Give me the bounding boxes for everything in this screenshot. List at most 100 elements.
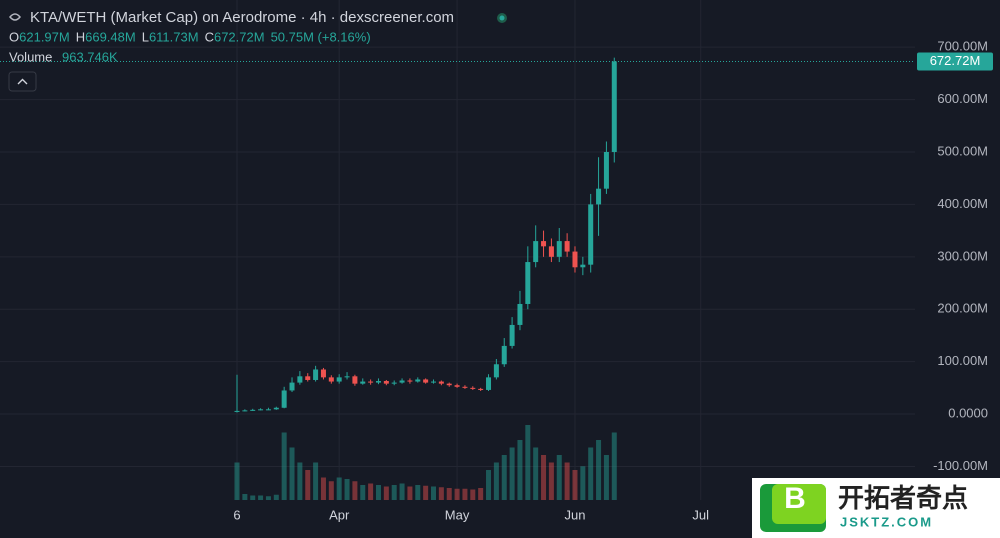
ohlc-legend: O 621.97M H 669.48M L 611.73M C 672.72M 50.75M (…: [9, 29, 371, 44]
candle-body: [391, 382, 397, 384]
x-tick-label: Apr: [329, 507, 350, 522]
volume-bar: [470, 489, 476, 500]
y-tick-label: 100.00M: [937, 353, 988, 368]
x-tick-label: May: [445, 507, 470, 522]
candle-body: [446, 383, 452, 386]
watermark-title: 开拓者奇点: [838, 483, 968, 513]
candle-body: [556, 241, 562, 257]
volume-bar: [509, 447, 515, 500]
volume-bar: [525, 425, 531, 500]
volume-bar: [289, 447, 295, 500]
candle-body: [383, 381, 389, 384]
collapse-button[interactable]: [8, 71, 37, 92]
candle-body: [486, 377, 492, 390]
volume-bar: [548, 462, 554, 500]
candle-body: [588, 204, 594, 265]
volume-bar: [336, 477, 342, 500]
candle-body: [454, 385, 460, 387]
logo-letter: B: [784, 482, 806, 515]
candle-body: [415, 379, 421, 382]
volume-bar: [313, 462, 319, 500]
volume-bar: [541, 455, 547, 500]
watermark-url: JSKTZ.COM: [840, 514, 933, 529]
volume-bar: [486, 470, 492, 500]
volume-bar: [320, 477, 326, 500]
candle-body: [313, 369, 319, 380]
candle-body: [438, 381, 444, 384]
volume-bar: [564, 462, 570, 500]
candle-body: [407, 380, 413, 382]
y-tick-label: 600.00M: [937, 91, 988, 106]
chart-title: KTA/WETH (Market Cap) on Aerodrome · 4h …: [30, 9, 454, 26]
logo-inner: [772, 484, 826, 524]
candle-body: [375, 381, 381, 383]
collapse-icon: [17, 78, 28, 85]
volume-bar: [588, 447, 594, 500]
volume-bar: [305, 470, 311, 500]
volume-bar: [281, 432, 287, 500]
volume-bar: [258, 495, 264, 500]
candle-body: [580, 264, 586, 268]
volume-bar: [611, 432, 617, 500]
axis-layer: -100.00M 0.0000 100.00M 200.00M 300.00M 400.0…: [0, 39, 993, 522]
legend-key: C: [205, 29, 214, 44]
y-tick-label: 300.00M: [937, 248, 988, 263]
x-tick-label: Jun: [564, 507, 585, 522]
volume-bar: [533, 447, 539, 500]
volume-bar: [273, 494, 279, 500]
candle-body: [493, 364, 499, 378]
candle-body: [525, 262, 531, 304]
candle-body: [336, 377, 342, 382]
volume-bar: [572, 470, 578, 500]
candle-body: [603, 151, 609, 189]
candle-body: [470, 387, 476, 389]
volume-bar: [501, 455, 507, 500]
legend-value: 611.73M: [149, 29, 199, 44]
legend-key: H: [76, 29, 85, 44]
legend-key: O: [9, 29, 19, 44]
y-tick-label: 0.0000: [948, 405, 988, 420]
volume-bar: [352, 481, 358, 500]
volume-bar: [399, 483, 405, 500]
volume-bar: [596, 440, 602, 500]
volume-bar: [493, 462, 499, 500]
candle-body: [250, 409, 256, 411]
y-tick-label: 400.00M: [937, 196, 988, 211]
volume-bar: [431, 486, 436, 500]
volume-layer: [234, 425, 617, 500]
legend-change: 50.75M (+8.16%): [271, 29, 371, 44]
candle-body: [533, 241, 539, 263]
candle-body: [273, 407, 279, 410]
volume-bar: [478, 488, 484, 500]
volume-bar: [423, 485, 429, 500]
candle-body: [281, 390, 287, 408]
candle-body: [265, 409, 271, 411]
candle-body: [297, 376, 303, 383]
candle-body: [234, 410, 240, 412]
volume-value: 963.746K: [62, 49, 118, 64]
y-tick-label: 200.00M: [937, 301, 988, 316]
volume-bar: [438, 487, 444, 500]
volume-bar: [383, 486, 389, 500]
volume-bar: [556, 455, 562, 500]
legend-value: 672.72M: [214, 29, 265, 44]
legend-value: 621.97M: [19, 29, 70, 44]
y-tick-label: 500.00M: [937, 143, 988, 158]
volume-bar: [407, 486, 413, 500]
volume-bar: [446, 488, 452, 500]
volume-bar: [234, 462, 240, 500]
volume-bar: [391, 485, 397, 500]
candle-body: [548, 246, 554, 257]
candle-body: [541, 241, 547, 247]
y-tick-label: -100.00M: [933, 458, 988, 473]
price-tag: [917, 52, 993, 71]
candle-body: [258, 409, 264, 411]
candle-body: [501, 345, 507, 365]
candle-layer: [234, 57, 617, 413]
volume-bar: [462, 488, 468, 500]
volume-bar: [328, 481, 334, 500]
volume-bar: [242, 494, 248, 500]
